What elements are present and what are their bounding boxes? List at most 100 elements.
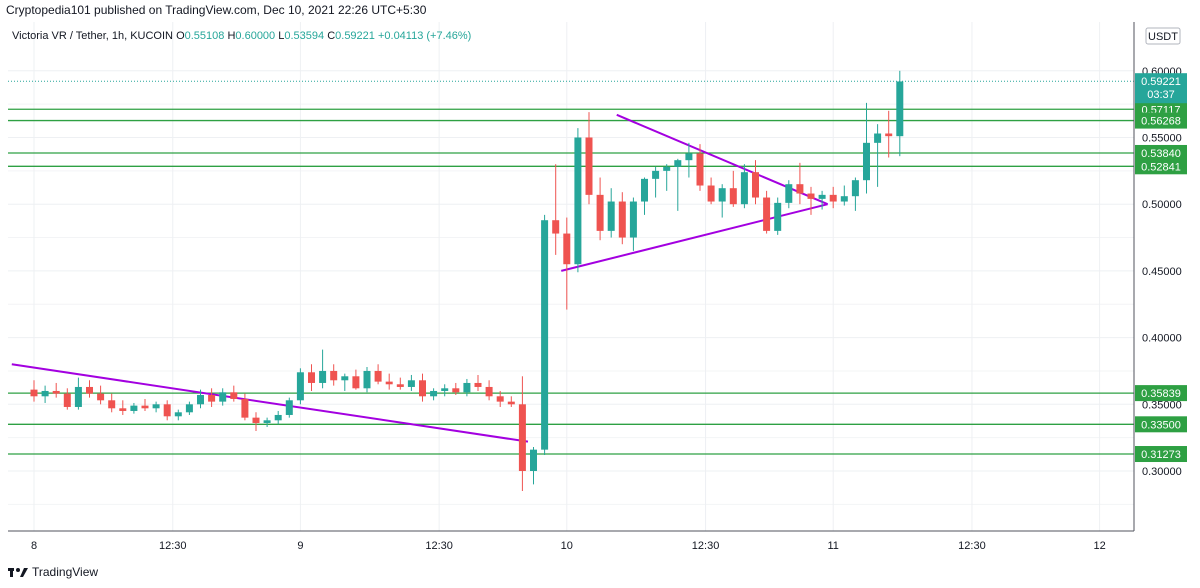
candle-down bbox=[829, 194, 837, 202]
currency-badge-label: USDT bbox=[1148, 31, 1178, 43]
candle-up bbox=[130, 405, 138, 411]
candle-down bbox=[352, 376, 360, 389]
candle-up bbox=[296, 372, 304, 401]
x-tick-label: 10 bbox=[561, 540, 573, 552]
footer-brand[interactable]: TradingView bbox=[8, 565, 98, 579]
candle-down bbox=[496, 396, 504, 402]
trendline bbox=[11, 363, 529, 443]
candle-down bbox=[396, 384, 404, 387]
symbol-ohlc-line: Victoria VR / Tether, 1h, KUCOIN O0.5510… bbox=[12, 30, 471, 42]
candle-down bbox=[796, 184, 804, 194]
x-tick-label: 12 bbox=[1093, 540, 1105, 552]
candle-up bbox=[574, 137, 582, 265]
countdown-label: 03:37 bbox=[1147, 89, 1175, 101]
candle-up bbox=[74, 386, 82, 407]
candle-down bbox=[452, 388, 460, 393]
candle-up bbox=[541, 220, 549, 450]
candle-up bbox=[363, 370, 371, 389]
candle-up bbox=[840, 196, 848, 202]
x-tick-label: 11 bbox=[827, 540, 838, 552]
candle-up bbox=[219, 392, 227, 402]
candle-down bbox=[729, 188, 737, 205]
current-price-label: 0.59221 bbox=[1141, 76, 1181, 88]
candle-up bbox=[863, 142, 870, 181]
level-badge-label: 0.33500 bbox=[1141, 419, 1181, 431]
current-price-badge bbox=[1135, 73, 1187, 104]
candle-down bbox=[230, 392, 238, 399]
candlesticks bbox=[30, 70, 904, 492]
candle-up bbox=[818, 194, 826, 199]
level-badge-label: 0.53840 bbox=[1141, 148, 1181, 160]
symbol-name: Victoria VR / Tether, 1h, KUCOIN bbox=[12, 30, 173, 42]
candle-up bbox=[785, 184, 793, 203]
y-tick-label: 0.50000 bbox=[1142, 199, 1182, 211]
publish-header: Cryptopedia101 published on TradingView.… bbox=[6, 3, 427, 17]
trendline bbox=[561, 203, 828, 272]
level-badge-label: 0.31273 bbox=[1141, 449, 1181, 461]
candle-down bbox=[108, 400, 116, 409]
candle-down bbox=[485, 386, 493, 397]
candle-up bbox=[530, 449, 537, 471]
candle-up bbox=[663, 166, 671, 171]
y-tick-label: 0.55000 bbox=[1142, 133, 1182, 145]
y-tick-label: 0.30000 bbox=[1142, 466, 1182, 478]
close-value: 0.59221 bbox=[335, 30, 375, 42]
candle-up bbox=[652, 170, 660, 179]
level-badge-label: 0.35839 bbox=[1141, 388, 1181, 400]
open-value: 0.55108 bbox=[184, 30, 225, 42]
candle-up bbox=[274, 414, 282, 421]
candle-down bbox=[86, 386, 93, 394]
level-badge bbox=[1135, 144, 1187, 161]
candle-up bbox=[407, 380, 415, 387]
currency-badge bbox=[1145, 27, 1181, 45]
candle-up bbox=[41, 390, 49, 397]
candle-up bbox=[341, 376, 349, 381]
candle-up bbox=[430, 390, 438, 397]
candle-up bbox=[174, 412, 182, 417]
candle-down bbox=[308, 372, 315, 383]
level-badge bbox=[1135, 416, 1187, 433]
candle-down bbox=[52, 390, 60, 394]
level-badge bbox=[1135, 112, 1187, 129]
candle-down bbox=[330, 370, 338, 381]
candle-down bbox=[707, 185, 715, 202]
candle-down bbox=[163, 404, 171, 417]
change-value: +0.04113 (+7.46%) bbox=[377, 30, 472, 42]
candle-down bbox=[563, 233, 571, 265]
candle-down bbox=[141, 405, 149, 409]
candle-down bbox=[763, 197, 771, 231]
axes: 0.30000 0.35000 0.40000 0.45000 0.50000 0.550… bbox=[8, 22, 1182, 552]
x-tick-label: 12:30 bbox=[159, 540, 187, 552]
candle-up bbox=[607, 201, 615, 231]
candle-up bbox=[441, 388, 449, 391]
x-tick-label: 9 bbox=[297, 540, 303, 552]
y-tick-label: 0.45000 bbox=[1142, 266, 1182, 278]
candle-down bbox=[374, 370, 382, 382]
trendlines bbox=[11, 113, 829, 443]
candle-down bbox=[208, 394, 216, 402]
candle-up bbox=[319, 370, 327, 383]
footer-brand-label: TradingView bbox=[32, 565, 99, 579]
candle-down bbox=[419, 380, 426, 397]
low-value: 0.53594 bbox=[284, 30, 325, 42]
candle-up bbox=[685, 153, 693, 161]
level-badge-label: 0.56268 bbox=[1141, 116, 1181, 128]
low-label: L bbox=[278, 30, 285, 42]
y-tick-label: 0.40000 bbox=[1142, 333, 1182, 345]
level-badge bbox=[1135, 158, 1187, 175]
candle-up bbox=[641, 178, 648, 202]
trendline bbox=[616, 113, 829, 206]
candle-up bbox=[152, 404, 160, 409]
candle-down bbox=[241, 398, 249, 418]
candle-down bbox=[585, 137, 593, 195]
candle-up bbox=[185, 404, 193, 413]
tradingview-logo-icon bbox=[8, 568, 28, 577]
x-tick-label: 12:30 bbox=[425, 540, 453, 552]
candle-up bbox=[629, 201, 637, 238]
candle-up bbox=[285, 400, 293, 415]
y-tick-label: 0.35000 bbox=[1142, 399, 1182, 411]
candle-up bbox=[874, 133, 882, 143]
level-badge-label: 0.52841 bbox=[1141, 161, 1181, 173]
candle-down bbox=[552, 220, 560, 234]
